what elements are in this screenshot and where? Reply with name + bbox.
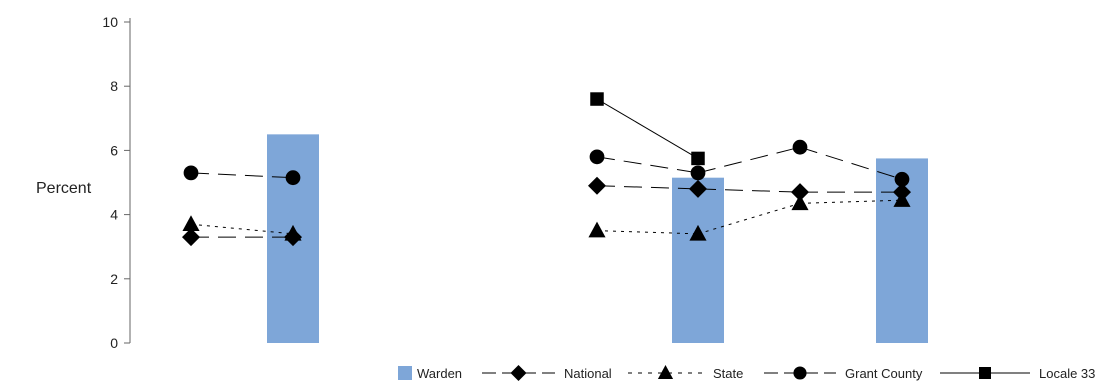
state-point: [182, 215, 200, 231]
series-line-segment: [697, 146, 801, 174]
y-tick-label: 2: [110, 271, 118, 287]
legend-label-locale-33: Locale 33: [1039, 366, 1095, 381]
y-axis-label: Percent: [36, 180, 92, 197]
bar-series-warden: [267, 134, 928, 343]
grant-county-point: [894, 171, 910, 187]
line-series-grant-county: [183, 139, 910, 187]
y-tick-label: 6: [110, 142, 118, 158]
series-line-segment: [596, 185, 699, 190]
state-point: [588, 221, 606, 238]
series-line-segment: [799, 146, 903, 180]
legend-label-grant-county: Grant County: [845, 366, 923, 381]
locale-33-point: [590, 92, 604, 106]
series-line-segment: [596, 98, 699, 159]
line-series-layer: [182, 92, 911, 247]
line-series-locale-33: [590, 92, 705, 166]
state-point: [791, 194, 809, 211]
grant-county-point: [589, 149, 605, 165]
state-point: [284, 224, 302, 241]
locale-33-point: [691, 151, 705, 166]
bar: [672, 177, 724, 343]
series-line-segment: [190, 223, 294, 235]
series-line-segment: [799, 199, 903, 204]
state-point: [689, 224, 707, 241]
series-line-segment: [596, 156, 699, 174]
national-point: [182, 228, 200, 247]
legend-label-national: National: [564, 366, 612, 381]
legend-swatch-warden: [398, 366, 412, 380]
legend: Warden National State Grant County Locale 33: [398, 365, 1095, 381]
line-series-state: [182, 191, 911, 241]
legend-marker-national: [510, 365, 527, 381]
y-tick-label: 8: [110, 78, 118, 94]
grant-county-point: [690, 165, 706, 181]
grant-county-point: [792, 139, 808, 155]
legend-marker-locale-33: [979, 367, 991, 379]
y-tick-label: 4: [110, 207, 118, 223]
y-axis: 0 2 4 6 8 10: [102, 14, 131, 351]
y-tick-label: 10: [102, 14, 118, 30]
legend-marker-state: [657, 365, 674, 379]
y-tick-label: 0: [110, 335, 118, 351]
series-line-segment: [697, 202, 801, 235]
series-line-segment: [697, 188, 801, 193]
series-line-segment: [596, 230, 699, 235]
national-point: [588, 176, 606, 195]
grant-county-point: [285, 170, 301, 186]
grant-county-point: [183, 165, 199, 181]
national-point: [689, 179, 707, 198]
national-point: [791, 183, 809, 202]
legend-label-warden: Warden: [417, 366, 462, 381]
series-line-segment: [190, 172, 294, 179]
legend-marker-grant-county: [793, 366, 807, 380]
legend-label-state: State: [713, 366, 743, 381]
state-point: [893, 191, 911, 207]
